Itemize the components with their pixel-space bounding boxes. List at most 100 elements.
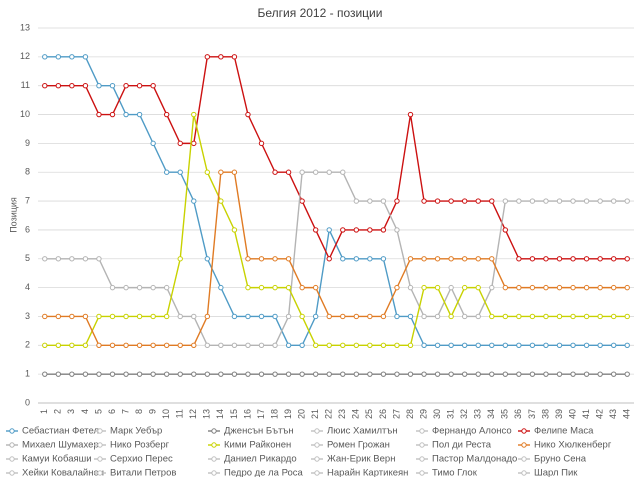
data-point [109, 313, 116, 320]
data-point [516, 313, 522, 320]
data-point [299, 342, 305, 349]
data-point [191, 198, 197, 204]
data-point [272, 256, 278, 262]
data-point [96, 82, 102, 89]
data-point [285, 169, 292, 175]
data-point [231, 371, 238, 377]
data-point [543, 313, 549, 320]
data-point [96, 111, 102, 118]
data-point [421, 284, 427, 291]
data-point [461, 342, 468, 349]
data-point [123, 371, 129, 377]
legend-marker [9, 428, 15, 434]
data-point [231, 227, 238, 233]
y-tick-label: 2 [25, 340, 30, 350]
data-point [82, 54, 89, 60]
data-point [312, 227, 319, 233]
legend-label: Хейки Ковалайнен [22, 468, 104, 477]
data-point [583, 198, 590, 204]
data-point [191, 371, 197, 377]
data-point [502, 342, 509, 349]
data-point [434, 342, 441, 349]
x-tick-label: 12 [188, 409, 198, 419]
data-point [150, 284, 156, 291]
data-point [624, 284, 630, 291]
data-point [394, 371, 400, 377]
data-point [543, 371, 549, 377]
data-point [69, 313, 75, 320]
data-point [475, 342, 481, 349]
data-point [461, 371, 468, 377]
data-point [163, 284, 170, 291]
data-point [123, 313, 129, 320]
data-point [461, 256, 468, 262]
data-point [204, 169, 211, 175]
data-point [624, 342, 630, 349]
x-tick-label: 44 [622, 409, 632, 419]
data-point [312, 284, 319, 291]
data-point [340, 169, 346, 175]
data-point [272, 371, 278, 377]
legend-label: Пастор Малдонадо [432, 454, 517, 465]
data-point [258, 313, 265, 320]
data-point [610, 256, 617, 262]
data-point [272, 342, 278, 349]
data-point [380, 342, 387, 349]
data-point [529, 284, 536, 291]
legend-label: Тимо Глок [432, 468, 478, 477]
data-point [69, 256, 75, 262]
data-point [489, 313, 495, 320]
data-point [285, 371, 292, 377]
data-point [69, 342, 75, 349]
data-point [556, 284, 563, 291]
data-point [55, 82, 62, 89]
data-point [421, 198, 427, 204]
data-point [326, 169, 332, 175]
data-point [163, 371, 170, 377]
data-point [177, 140, 183, 147]
legend-marker [521, 428, 527, 434]
data-point [340, 313, 346, 320]
data-point [367, 313, 373, 320]
data-point [597, 284, 603, 291]
data-point [326, 256, 332, 262]
data-point [258, 371, 265, 377]
y-tick-label: 10 [20, 109, 30, 119]
data-point [123, 111, 129, 118]
x-tick-label: 19 [283, 409, 293, 419]
y-tick-label: 12 [20, 51, 30, 61]
data-point [150, 342, 156, 349]
legend-marker [211, 456, 217, 462]
legend-label: Себастиан Фетел [22, 426, 99, 437]
data-point [258, 256, 265, 262]
data-point [367, 342, 373, 349]
x-tick-label: 13 [202, 409, 212, 419]
data-point [326, 371, 332, 377]
data-point [55, 54, 62, 60]
x-tick-label: 33 [473, 409, 483, 419]
data-point [42, 371, 48, 377]
data-point [55, 371, 62, 377]
data-point [448, 371, 454, 377]
data-point [543, 342, 549, 349]
y-tick-label: 11 [21, 80, 30, 90]
data-point [367, 198, 373, 204]
data-point [204, 54, 211, 60]
data-point [421, 256, 427, 262]
legend-marker [211, 470, 217, 476]
data-point [556, 313, 563, 320]
data-point [556, 371, 563, 377]
data-point [163, 111, 170, 118]
data-point [394, 284, 400, 291]
data-point [502, 284, 509, 291]
data-point [231, 313, 238, 320]
x-tick-label: 7 [120, 409, 130, 414]
data-point [312, 342, 319, 349]
x-tick-label: 23 [337, 409, 347, 419]
data-point [69, 82, 75, 89]
data-point [353, 342, 360, 349]
data-point [326, 313, 332, 320]
data-point [42, 256, 48, 262]
x-tick-label: 39 [554, 409, 564, 419]
data-point [380, 227, 387, 233]
